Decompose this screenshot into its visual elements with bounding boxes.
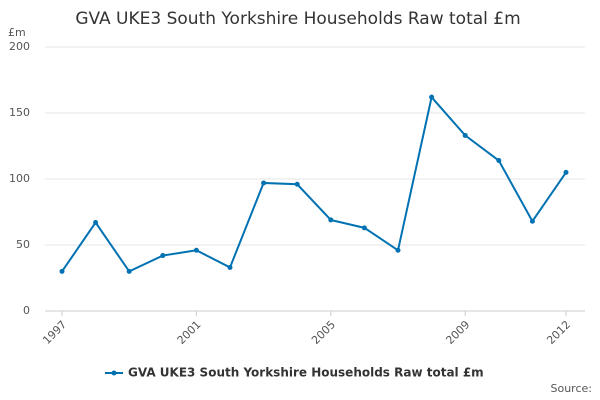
x-tick-label: 2009 <box>443 318 472 347</box>
chart-title: GVA UKE3 South Yorkshire Households Raw … <box>75 9 520 29</box>
point <box>328 217 334 223</box>
point <box>160 253 166 259</box>
point <box>361 225 367 231</box>
x-tick-label: 1997 <box>40 318 69 347</box>
x-tick-label: 2012 <box>544 318 573 347</box>
y-tick-label: 50 <box>16 238 30 251</box>
point <box>126 268 132 274</box>
legend-label: GVA UKE3 South Yorkshire Households Raw … <box>128 366 484 380</box>
y-tick-label: 0 <box>23 304 30 317</box>
point <box>496 158 502 164</box>
legend-marker <box>111 370 117 376</box>
point <box>429 94 435 100</box>
point <box>294 181 300 187</box>
y-axis-label: £m <box>8 26 26 39</box>
point <box>563 169 569 175</box>
point <box>193 247 199 253</box>
y-tick-label: 200 <box>9 40 30 53</box>
point <box>462 132 468 138</box>
y-tick-label: 150 <box>9 106 30 119</box>
line <box>61 95 567 273</box>
source: Source: <box>551 382 593 395</box>
x-tick-label: 2001 <box>175 318 204 347</box>
point <box>93 220 99 226</box>
point <box>261 180 267 186</box>
point <box>59 268 65 274</box>
point <box>395 247 401 253</box>
point <box>227 264 233 270</box>
point <box>529 218 535 224</box>
y-tick-label: 100 <box>9 172 30 185</box>
x-tick-label: 2005 <box>309 318 338 347</box>
